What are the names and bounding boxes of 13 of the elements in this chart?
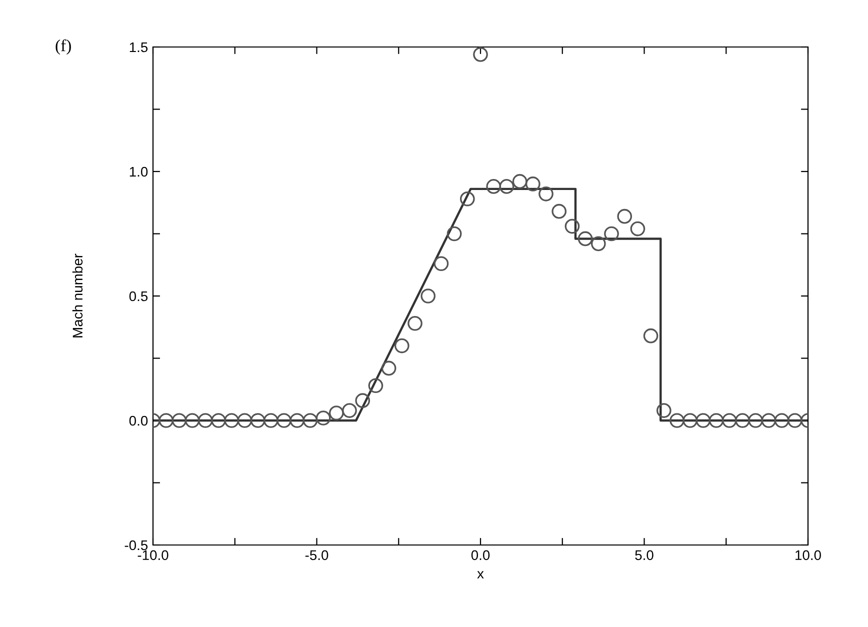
text: (f): [56, 39, 71, 55]
y-tick-label: 1.0: [130, 166, 148, 177]
y-axis-title: Mach number: [72, 254, 83, 338]
x-tick-label: 10.0: [796, 550, 821, 560]
y-tick-label: 1.5: [130, 42, 148, 52]
x-tick-label: 5.0: [635, 550, 654, 560]
x-axis-title: x: [477, 571, 484, 578]
x-tick-label: 0.0: [471, 550, 490, 560]
y-tick-label: 0.0: [129, 416, 148, 426]
y-tick-label: 0.5: [129, 291, 148, 302]
y-tick-label: -0.5: [124, 540, 148, 550]
x-tick-label: -10.0: [138, 550, 168, 560]
x-tick-label: -5.0: [305, 550, 328, 560]
